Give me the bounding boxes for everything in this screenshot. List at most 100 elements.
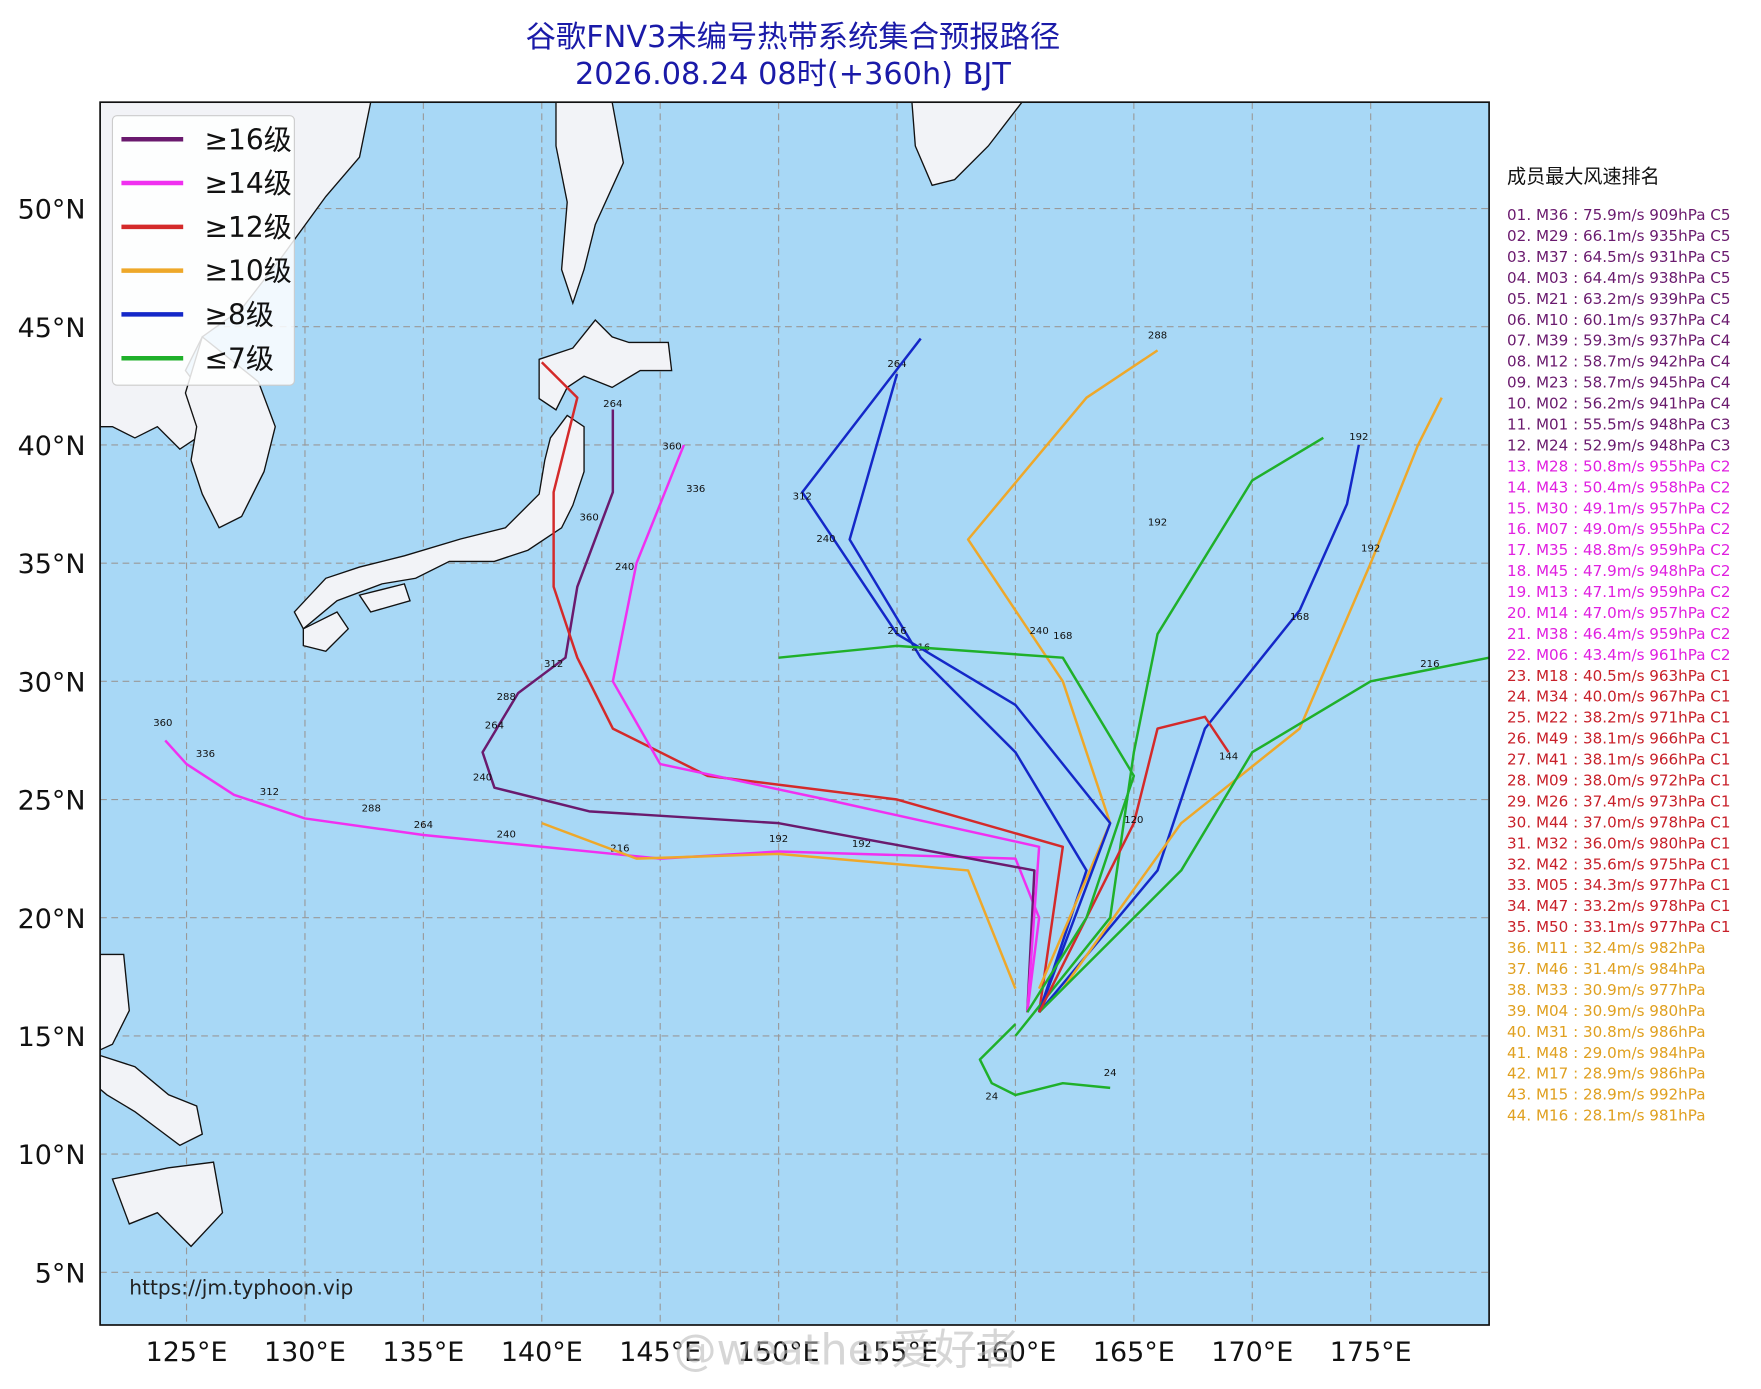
lat-tick-label: 20°N (18, 904, 86, 935)
track-hour-label: 192 (852, 839, 871, 850)
ranking-item: 37. M46 : 31.4m/s 984hPa (1507, 960, 1705, 978)
lon-tick-label: 140°E (501, 1337, 583, 1368)
lat-tick-label: 40°N (18, 431, 86, 462)
ranking-item: 06. M10 : 60.1m/s 937hPa C4 (1507, 311, 1730, 329)
track (966, 349, 1159, 990)
track (978, 1023, 1111, 1097)
ranking-item: 04. M03 : 64.4m/s 938hPa C5 (1507, 269, 1730, 287)
lon-tick-label: 165°E (1093, 1337, 1175, 1368)
ranking-item: 24. M34 : 40.0m/s 967hPa C1 (1507, 688, 1730, 706)
ticks: 125°E 130°E 135°E 140°E 145°E 150°E 155°E 160°E… (18, 195, 1412, 1368)
lat-tick-label: 10°N (18, 1140, 86, 1171)
ranking: 01. M36 : 75.9m/s 909hPa C5 02. M29 : 66.… (1507, 206, 1730, 1124)
track-hour-label: 360 (580, 513, 599, 524)
title: 谷歌FNV3未编号热带系统集合预报路径 (526, 20, 1061, 55)
track-hour-label: 168 (1053, 631, 1072, 642)
ranking-item: 29. M26 : 37.4m/s 973hPa C1 (1507, 792, 1730, 810)
lon-tick-label: 155°E (856, 1337, 938, 1368)
track-hour-label: 360 (153, 718, 172, 729)
track (541, 821, 1017, 990)
source: https://jm.typhoon.vip (129, 1276, 353, 1300)
ranking-item: 32. M42 : 35.6m/s 975hPa C1 (1507, 855, 1730, 873)
ranking-item: 17. M35 : 48.8m/s 959hPa C2 (1507, 541, 1730, 559)
track-hour-label: 264 (887, 359, 906, 370)
track-hour-label: 192 (1361, 543, 1380, 554)
track-hour-label: 144 (1219, 751, 1238, 762)
ranking-item: 40. M31 : 30.8m/s 986hPa (1507, 1023, 1705, 1041)
ranking-item: 20. M14 : 47.0m/s 957hPa C2 (1507, 604, 1730, 622)
ranking-item: 41. M48 : 29.0m/s 984hPa (1507, 1044, 1705, 1062)
ranking-item: 42. M17 : 28.9m/s 986hPa (1507, 1065, 1705, 1083)
track-hour-label: 288 (362, 803, 381, 814)
track-hour-label: 240 (497, 829, 516, 840)
ocean (100, 102, 1490, 1325)
ranking-item: 02. M29 : 66.1m/s 935hPa C5 (1507, 227, 1730, 245)
legend-label: ≥8级 (205, 299, 274, 332)
track (801, 337, 1112, 1013)
track-hour-label: 312 (793, 491, 812, 502)
track-hour-label: 192 (1349, 432, 1368, 443)
ranking-item: 05. M21 : 63.2m/s 939hPa C5 (1507, 290, 1730, 308)
track-hour-label: 264 (414, 820, 433, 831)
track-hour-label: 360 (662, 442, 681, 453)
ranking-item: 16. M07 : 49.0m/s 955hPa C2 (1507, 520, 1730, 538)
lat-tick-label: 50°N (18, 195, 86, 226)
ranking-item: 27. M41 : 38.1m/s 966hPa C1 (1507, 751, 1730, 769)
ranking-item: 31. M32 : 36.0m/s 980hPa C1 (1507, 834, 1730, 852)
map-frame (99, 101, 1490, 1326)
ranking-item: 39. M04 : 30.9m/s 980hPa (1507, 1002, 1705, 1020)
subtitle: 2026.08.24 08时(+360h) BJT (575, 57, 1011, 92)
track-hour-label: 240 (473, 773, 492, 784)
legend: ≥16级 ≥14级 ≥12级 ≥10级 ≥8级 ≤7级 (121, 123, 292, 375)
watermark: @weather爱好者 (674, 1325, 1019, 1375)
track-hour-label: 264 (485, 721, 504, 732)
lat-tick-label: 30°N (18, 667, 86, 698)
legend-label: ≥16级 (205, 123, 292, 156)
lon-tick-label: 135°E (382, 1337, 464, 1368)
lon-tick-label: 170°E (1211, 1337, 1293, 1368)
track (164, 739, 1041, 1013)
lat-tick-label: 45°N (18, 313, 86, 344)
ranking-item: 30. M44 : 37.0m/s 978hPa C1 (1507, 813, 1730, 831)
track (1038, 444, 1361, 1014)
ranking-item: 12. M24 : 52.9m/s 948hPa C3 (1507, 436, 1730, 454)
track (1061, 397, 1443, 990)
track-hour-label: 192 (769, 834, 788, 845)
lat-tick-label: 25°N (18, 786, 86, 817)
ranking-item: 03. M37 : 64.5m/s 931hPa C5 (1507, 248, 1730, 266)
track-hour-label: 312 (260, 787, 279, 798)
legend-label: ≤7级 (205, 342, 274, 375)
track-hour-label: 24 (1104, 1068, 1117, 1079)
lat-tick-label: 5°N (35, 1258, 86, 1289)
track-hour-label: 216 (1420, 659, 1439, 670)
track-hour-label: 288 (1148, 331, 1167, 342)
ranking-item: 21. M38 : 46.4m/s 959hPa C2 (1507, 625, 1730, 643)
track (481, 409, 1036, 1013)
legend-label: ≥12级 (205, 211, 292, 244)
legend-label: ≥10级 (205, 255, 292, 288)
ranking-title: 成员最大风速排名 (1507, 166, 1660, 188)
lat-tick-label: 15°N (18, 1022, 86, 1053)
track-hour-label: 216 (610, 844, 629, 855)
tracks: 360 336 312 288 264 240 216 192 240 264 288 312 360 2… (153, 331, 1490, 1103)
ranking-item: 08. M12 : 58.7m/s 942hPa C4 (1507, 353, 1730, 371)
ranking-item: 33. M05 : 34.3m/s 977hPa C1 (1507, 876, 1730, 894)
ranking-item: 43. M15 : 28.9m/s 992hPa (1507, 1086, 1705, 1104)
track-hour-label: 264 (603, 399, 622, 410)
ranking-item: 19. M13 : 47.1m/s 959hPa C2 (1507, 583, 1730, 601)
track-hour-label: 240 (615, 562, 634, 573)
ranking-item: 25. M22 : 38.2m/s 971hPa C1 (1507, 709, 1730, 727)
track (540, 361, 1065, 1013)
ranking-item: 14. M43 : 50.4m/s 958hPa C2 (1507, 478, 1730, 496)
ranking-item: 35. M50 : 33.1m/s 977hPa C1 (1507, 918, 1730, 936)
ranking-item: 15. M30 : 49.1m/s 957hPa C2 (1507, 499, 1730, 517)
ranking-item: 38. M33 : 30.9m/s 977hPa (1507, 981, 1705, 999)
ranking-item: 22. M06 : 43.4m/s 961hPa C2 (1507, 646, 1730, 664)
ranking-item: 36. M11 : 32.4m/s 982hPa (1507, 939, 1705, 957)
ranking-item: 09. M23 : 58.7m/s 945hPa C4 (1507, 374, 1730, 392)
ranking-item: 11. M01 : 55.5m/s 948hPa C3 (1507, 416, 1730, 434)
ranking-item: 34. M47 : 33.2m/s 978hPa C1 (1507, 897, 1730, 915)
track-hour-label: 336 (686, 484, 705, 495)
track-hour-label: 24 (985, 1092, 998, 1103)
